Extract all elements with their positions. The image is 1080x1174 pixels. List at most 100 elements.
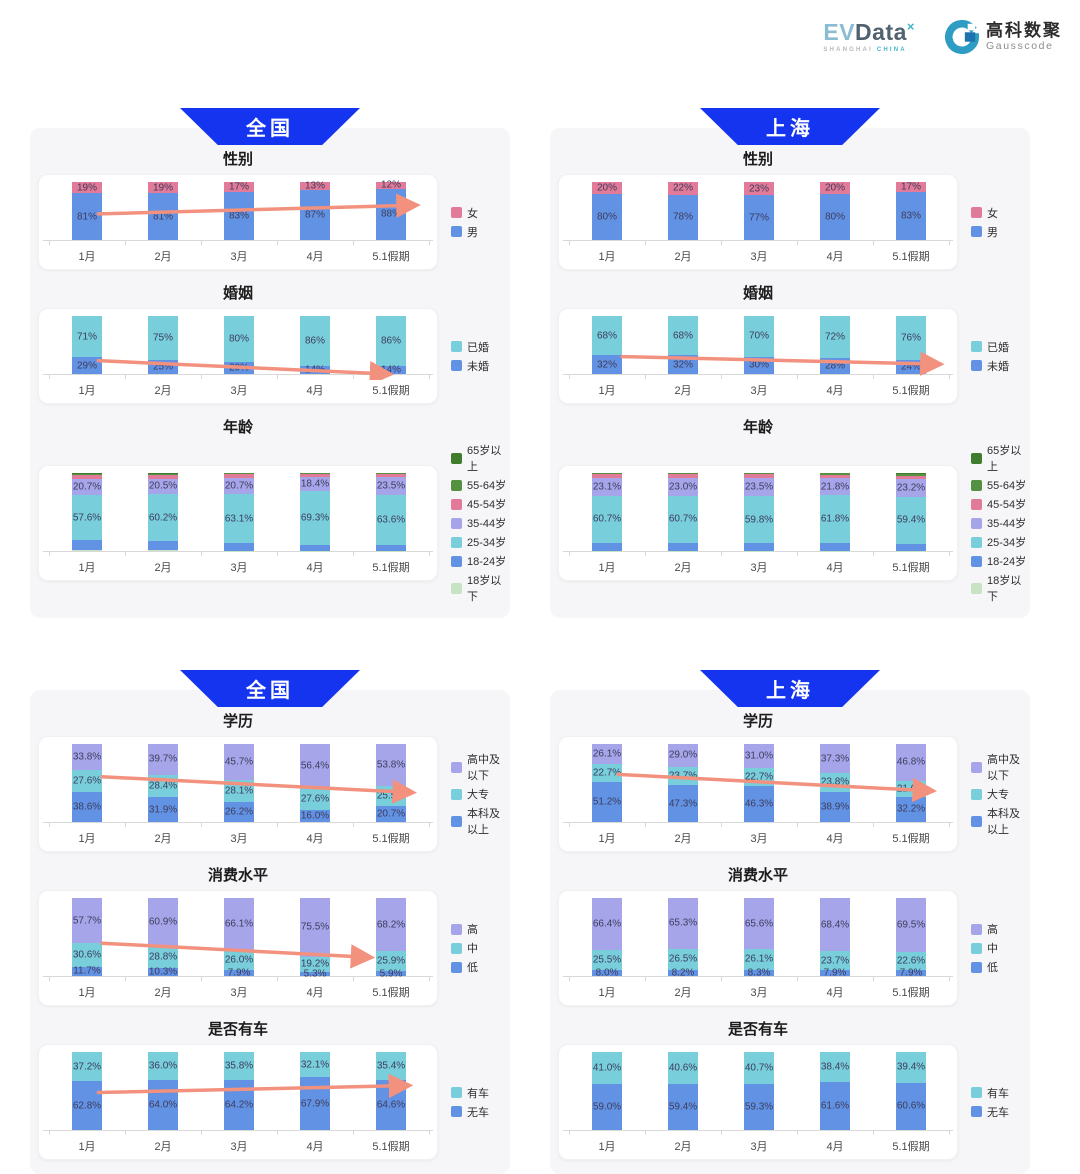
legend-label: 低: [467, 959, 478, 975]
segment-label: 38.6%: [73, 801, 101, 812]
segment-label: 63.6%: [377, 515, 405, 526]
bar-segment: 59.3%: [744, 1084, 774, 1130]
bar-segment: 19%: [72, 182, 102, 193]
segment-label: 80%: [229, 334, 249, 345]
segment-label: 57.6%: [73, 512, 101, 523]
bar-segment: 81%: [72, 193, 102, 240]
bar-segment: 25%: [148, 360, 178, 375]
bar-segment: 20%: [224, 362, 254, 374]
segment-label: 7.9%: [228, 967, 251, 978]
segment-label: 69.5%: [897, 920, 925, 931]
x-label: 5.1假期: [892, 248, 929, 264]
legend-item: 18-24岁: [451, 553, 510, 569]
bar-segment: 14%: [300, 366, 330, 374]
stacked-bar: 29.0%23.7%47.3%: [668, 744, 698, 822]
x-tick: [797, 552, 798, 556]
stacked-bar: 12%88%: [376, 182, 406, 240]
bar-segment: [72, 550, 102, 551]
region-banner-label: 全国: [246, 112, 294, 141]
legend-swatch: [451, 924, 462, 935]
bar-segment: 63.1%: [224, 494, 254, 543]
segment-label: 60.2%: [149, 512, 177, 523]
legend-item: 35-44岁: [971, 515, 1030, 531]
stacked-bar: 75%25%: [148, 316, 178, 374]
legend-swatch: [971, 962, 982, 973]
x-axis: [43, 551, 433, 552]
segment-label: 57.7%: [73, 915, 101, 926]
legend-swatch: [971, 499, 982, 510]
bar-segment: [592, 543, 622, 551]
x-axis: [43, 1130, 433, 1131]
chart-legend: 高中低: [958, 921, 1030, 975]
legend-label: 有车: [467, 1085, 489, 1101]
chart-legend: 已婚未婚: [438, 339, 510, 374]
chart-title: 婚姻: [38, 282, 438, 303]
bar-segment: 36.0%: [148, 1052, 178, 1080]
bar-segment: 30%: [744, 357, 774, 374]
stacked-bar: 18.4%69.3%: [300, 473, 330, 551]
x-tick: [873, 823, 874, 827]
x-label: 4月: [826, 1138, 843, 1154]
x-label: 5.1假期: [892, 1138, 929, 1154]
bar-segment: [72, 540, 102, 550]
legend-label: 中: [467, 940, 478, 956]
segment-label: 38.9%: [821, 801, 849, 812]
x-tick: [49, 977, 50, 981]
x-label: 5.1假期: [372, 382, 409, 398]
segment-label: 59.4%: [897, 515, 925, 526]
segment-label: 19%: [77, 182, 97, 193]
segment-label: 23.2%: [897, 483, 925, 494]
stacked-bar: 32.1%67.9%: [300, 1052, 330, 1130]
segment-label: 72%: [825, 331, 845, 342]
x-label: 1月: [78, 1138, 95, 1154]
bar-segment: 56.4%: [300, 744, 330, 788]
bar-segment: 67.9%: [300, 1077, 330, 1130]
bar-segment: 29.0%: [668, 744, 698, 767]
bar-segment: 53.8%: [376, 744, 406, 786]
legend-item: 女: [971, 205, 1030, 221]
evdata-x-icon: ×: [907, 19, 915, 34]
x-tick: [429, 823, 430, 827]
legend-swatch: [971, 789, 982, 800]
x-label: 2月: [154, 382, 171, 398]
legend-swatch: [971, 816, 982, 827]
x-label: 3月: [230, 1138, 247, 1154]
bar-segment: 21.0%: [896, 781, 926, 797]
x-axis: [43, 240, 433, 241]
x-label: 3月: [750, 1138, 767, 1154]
x-label: 1月: [598, 559, 615, 575]
segment-label: 37.3%: [821, 753, 849, 764]
x-tick: [797, 375, 798, 379]
x-label: 4月: [306, 382, 323, 398]
chart-title: 学历: [38, 710, 438, 731]
bar-segment: 45.7%: [224, 744, 254, 780]
evdata-ev: EV: [823, 19, 855, 45]
chart-title: 性别: [558, 148, 958, 169]
segment-label: 14%: [381, 364, 401, 375]
x-label: 1月: [78, 984, 95, 1000]
x-axis: [563, 551, 953, 552]
x-tick: [569, 241, 570, 245]
x-label: 2月: [674, 248, 691, 264]
segment-label: 29.0%: [669, 750, 697, 761]
legend-label: 已婚: [467, 339, 489, 355]
segment-label: 65.6%: [745, 918, 773, 929]
x-tick: [645, 375, 646, 379]
x-label: 1月: [78, 559, 95, 575]
stacked-bar: 60.9%28.8%10.3%: [148, 898, 178, 976]
segment-label: 25.5%: [593, 954, 621, 965]
bar-segment: 20.5%: [148, 479, 178, 495]
stacked-bar: 86%14%: [376, 316, 406, 374]
